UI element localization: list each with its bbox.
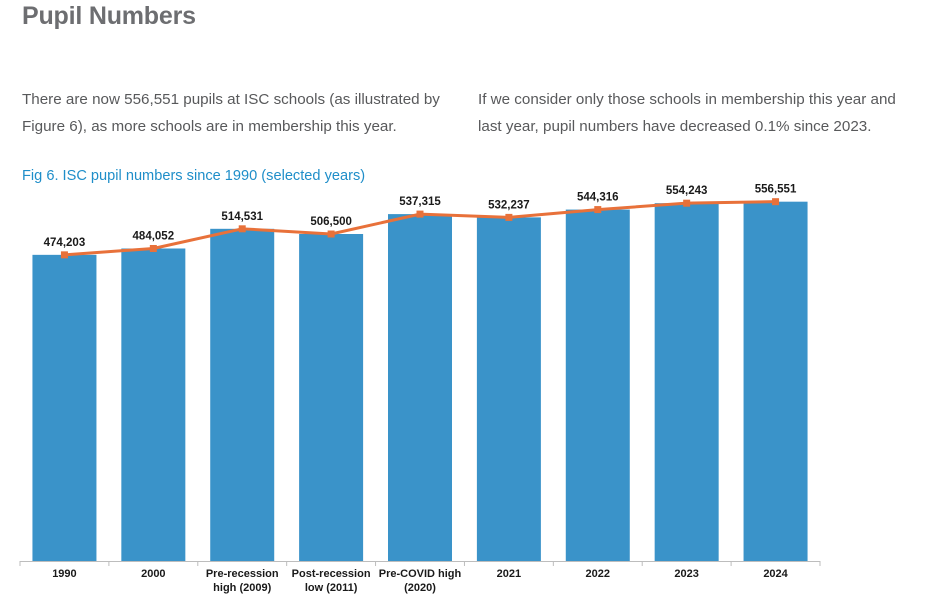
bars-layer [32,202,807,561]
data-label: 506,500 [310,216,352,228]
bar [566,210,630,561]
bar [299,234,363,561]
bar [744,202,808,561]
x-tick-label: 2022 [586,568,610,580]
trend-marker [505,214,512,221]
data-label: 474,203 [44,237,86,249]
trend-marker [61,251,68,258]
bar [32,255,96,561]
trend-marker [239,225,246,232]
bar [121,248,185,561]
data-label: 554,243 [666,185,708,197]
data-label: 544,316 [577,192,619,204]
bar [477,217,541,561]
trend-marker [594,206,601,213]
x-axis [20,561,820,566]
trend-marker [150,245,157,252]
data-label: 556,551 [755,184,797,196]
x-tick-label: 2000 [141,568,165,580]
bar [388,214,452,561]
bar [655,203,719,561]
data-label: 484,052 [133,230,175,242]
trend-marker [417,211,424,218]
trend-marker [683,200,690,207]
trend-marker [772,198,779,205]
data-label: 537,315 [399,196,441,208]
x-tick-label: 2023 [674,568,698,580]
x-tick-label: Pre-COVID high (2020) [379,568,462,594]
x-tick-label: 1990 [52,568,76,580]
data-label: 532,237 [488,199,530,211]
bar [210,229,274,561]
x-tick-labels: 1990 2000 Pre-recession high (2009) Post-rec… [52,568,788,594]
x-tick-label: Pre-recession high (2009) [206,568,279,594]
x-tick-label: 2021 [497,568,521,580]
pupil-numbers-chart: 474,203 484,052 514,531 506,500 537,315 532,2… [0,0,925,611]
x-tick-label: 2024 [763,568,788,580]
trend-marker [328,230,335,237]
x-tick-label: Post-recession low (2011) [292,568,371,594]
data-label: 514,531 [221,211,263,223]
